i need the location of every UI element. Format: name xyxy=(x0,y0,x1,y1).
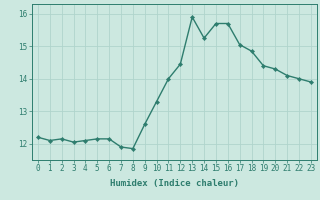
X-axis label: Humidex (Indice chaleur): Humidex (Indice chaleur) xyxy=(110,179,239,188)
